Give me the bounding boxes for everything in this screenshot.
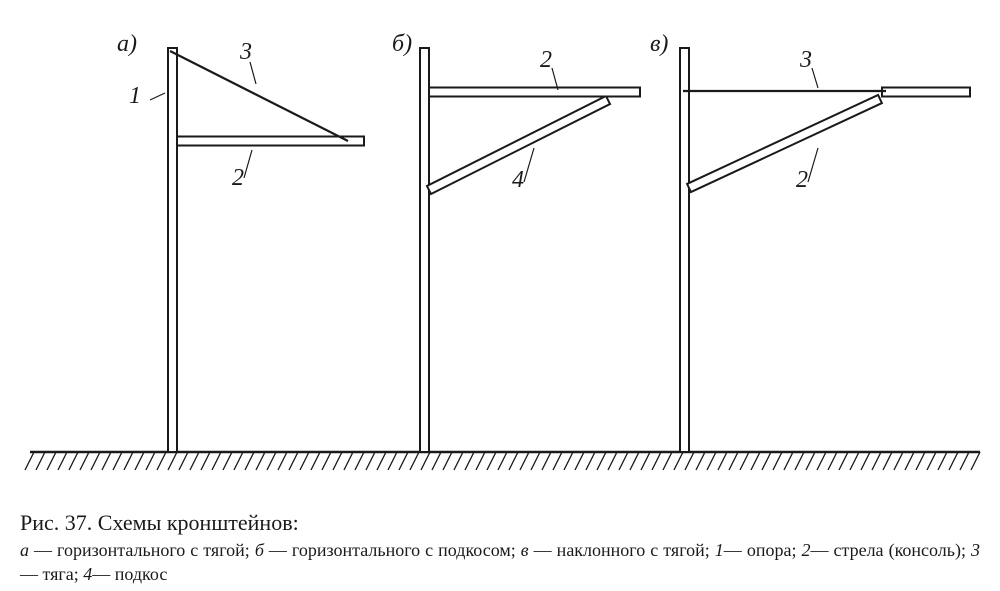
figure-caption: Рис. 37. Схемы кронштейнов: а — горизонт… [20, 508, 980, 586]
label-b-2: 2 [540, 48, 552, 72]
variant-tag-b: б) [392, 32, 412, 56]
label-b-4: 4 [512, 168, 524, 192]
figure-page: а) б) в) 1 3 2 2 4 3 2 Рис. 37. Схемы кр… [0, 0, 1000, 591]
variant-tag-v: в) [650, 32, 668, 56]
label-a-2: 2 [232, 166, 244, 190]
caption-legend: а — горизонтального с тягой; б — горизон… [20, 538, 980, 587]
label-v-3: 3 [800, 48, 812, 72]
label-a-3: 3 [240, 40, 252, 64]
diagram-svg [0, 0, 1000, 480]
bracket-schemes-diagram: а) б) в) 1 3 2 2 4 3 2 [0, 0, 1000, 480]
label-a-1: 1 [129, 84, 141, 108]
label-v-2: 2 [796, 168, 808, 192]
caption-title: Рис. 37. Схемы кронштейнов: [20, 508, 980, 538]
variant-tag-a: а) [117, 32, 137, 56]
